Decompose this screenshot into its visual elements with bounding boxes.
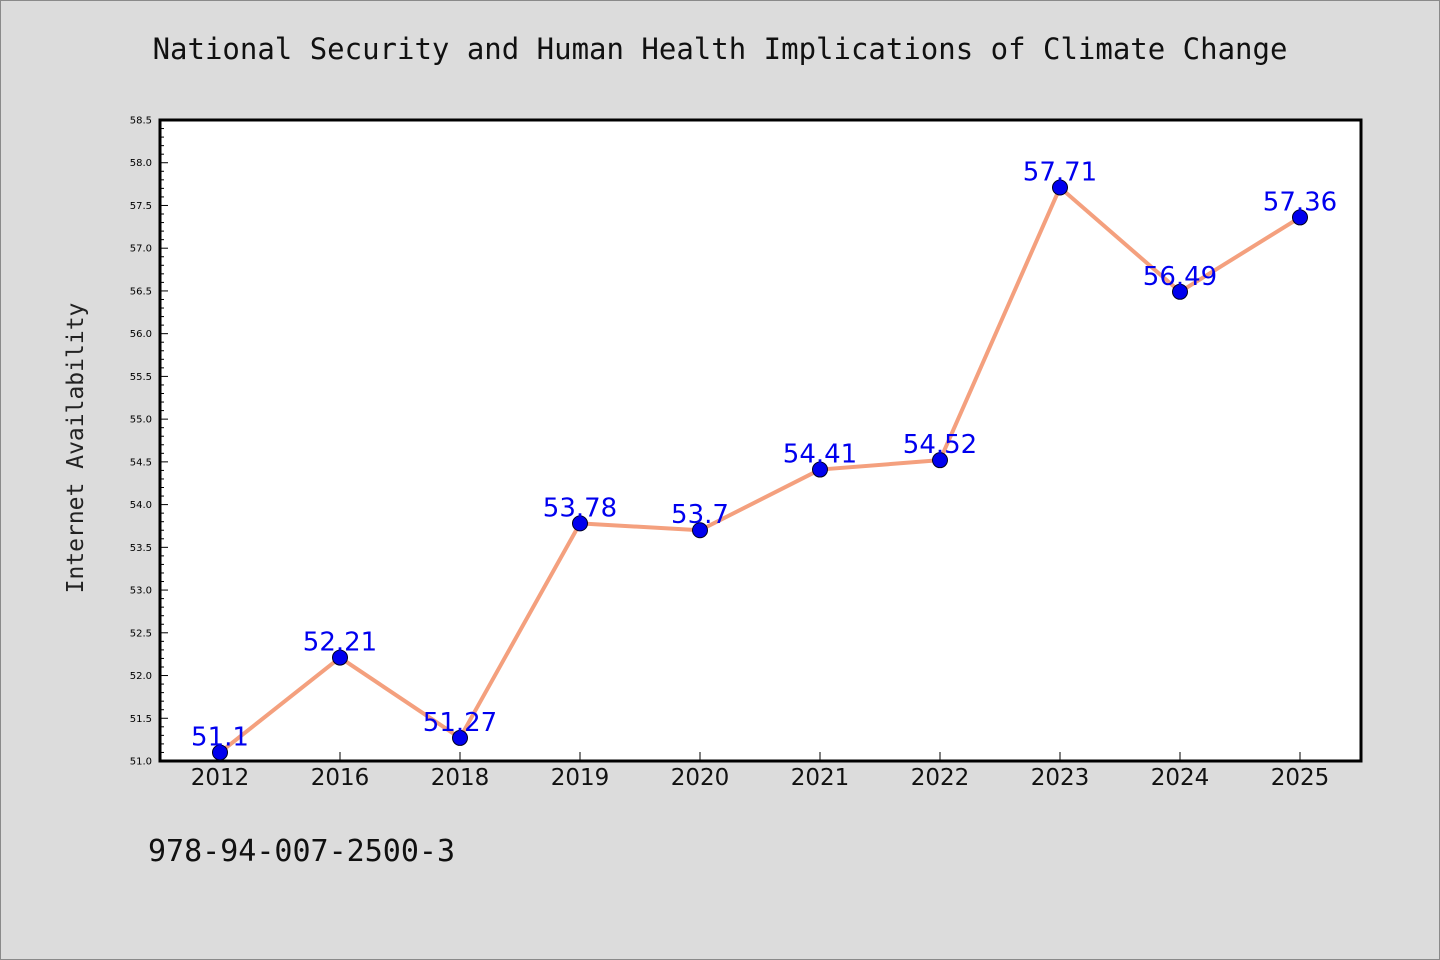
data-label: 57.71 [1023,158,1097,188]
y-tick-label: 58.0 [130,158,152,169]
data-point [812,461,828,478]
y-tick-label: 52.5 [130,628,152,639]
y-tick-label: 53.0 [130,586,152,597]
y-tick-label: 54.5 [130,457,152,468]
data-point [692,522,708,539]
data-point [932,452,948,469]
data-point [452,729,468,746]
x-tick-label: 2020 [671,765,730,791]
x-tick-label: 2024 [1151,765,1210,791]
y-tick-label: 57.5 [130,201,152,212]
y-tick-label: 55.0 [130,415,152,426]
y-tick-label: 51.0 [130,757,152,768]
x-tick-label: 2022 [911,765,970,791]
series-line [218,185,1302,755]
y-tick-label: 53.5 [130,543,152,554]
data-point [1292,209,1308,226]
y-tick-label: 52.0 [130,671,152,682]
x-tick-label: 2019 [551,765,610,791]
data-label: 56.49 [1143,262,1217,292]
y-tick-label: 54.0 [130,500,152,511]
x-tick-label: 2018 [431,765,490,791]
data-labels: 51.1 52.21 51.27 53.78 53.7 54.41 54.52 57.71 56… [191,158,1337,753]
x-tick-label: 2025 [1271,765,1330,791]
y-tick-label: 58.5 [130,116,152,127]
data-label: 51.27 [423,708,497,738]
data-label: 52.21 [303,628,377,658]
series-line-group [212,179,1308,761]
data-point [212,744,228,761]
data-point [1172,283,1188,300]
data-label: 53.78 [543,493,617,523]
data-label: 54.41 [783,440,857,470]
y-tick-label: 55.5 [130,372,152,383]
x-axis: 2012 2016 2018 2019 2020 2021 2022 2023 2024 2025 [191,752,1330,791]
y-tick-label: 56.0 [130,329,152,340]
y-tick-label: 51.5 [130,714,152,725]
data-point [572,515,588,532]
plot-area [158,118,1363,763]
data-point [332,649,348,666]
y-tick-label: 57.0 [130,244,152,255]
data-point [1052,179,1068,196]
x-tick-label: 2021 [791,765,850,791]
x-tick-label: 2012 [191,765,250,791]
y-tick-label: 56.5 [130,286,152,297]
data-label: 57.36 [1263,187,1337,217]
data-label: 53.7 [671,500,729,530]
x-tick-label: 2023 [1031,765,1090,791]
x-tick-label: 2016 [311,765,370,791]
chart-title: National Security and Human Health Impli… [152,32,1288,66]
data-label: 51.1 [191,722,249,752]
data-label: 54.52 [903,430,977,460]
y-axis: 51.0 51.5 52.0 52.5 53.0 53.5 54.0 54.5 55.0 55.5… [130,116,168,768]
isbn-text: 978-94-007-2500-3 [148,834,456,869]
